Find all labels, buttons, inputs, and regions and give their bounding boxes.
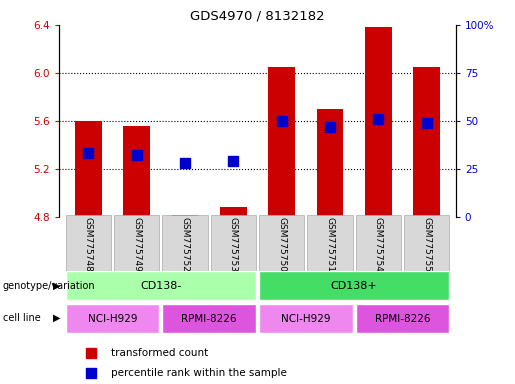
Text: GSM775754: GSM775754 [374,217,383,271]
Text: genotype/variation: genotype/variation [3,281,95,291]
Text: ▶: ▶ [53,313,61,323]
Point [84,150,92,156]
Bar [75,121,101,217]
Bar [414,67,440,217]
Text: GSM775752: GSM775752 [180,217,190,271]
Bar [162,304,256,333]
Bar [211,215,256,271]
Bar [259,215,304,271]
Bar [114,215,159,271]
Bar [65,215,111,271]
Bar [356,304,450,333]
Text: GSM775750: GSM775750 [277,217,286,272]
Point [374,116,383,122]
Text: transformed count: transformed count [111,348,208,358]
Text: CD138+: CD138+ [331,281,377,291]
Point [181,160,189,166]
Text: GSM775755: GSM775755 [422,217,431,272]
Text: RPMI-8226: RPMI-8226 [181,313,237,324]
Title: GDS4970 / 8132182: GDS4970 / 8132182 [190,9,325,22]
Text: GSM775753: GSM775753 [229,217,238,272]
Text: GSM775749: GSM775749 [132,217,141,271]
Bar [162,215,208,271]
Text: ▶: ▶ [53,281,61,291]
Text: RPMI-8226: RPMI-8226 [375,313,431,324]
Text: GSM775751: GSM775751 [325,217,335,272]
Point [423,120,431,126]
Bar [365,27,392,217]
Bar [220,207,247,217]
Bar [259,304,353,333]
Bar [268,67,295,217]
Text: cell line: cell line [3,313,40,323]
Point [229,157,237,164]
Bar [65,304,159,333]
Bar [259,271,450,300]
Bar [123,126,150,217]
Point [326,124,334,130]
Bar [65,271,256,300]
Point [132,151,141,157]
Text: CD138-: CD138- [140,281,181,291]
Bar [171,215,198,217]
Bar [307,215,353,271]
Text: percentile rank within the sample: percentile rank within the sample [111,368,287,379]
Bar [317,109,344,217]
Text: NCI-H929: NCI-H929 [281,313,331,324]
Bar [404,215,450,271]
Bar [356,215,401,271]
Text: NCI-H929: NCI-H929 [88,313,137,324]
Point [278,118,286,124]
Text: GSM775748: GSM775748 [84,217,93,271]
